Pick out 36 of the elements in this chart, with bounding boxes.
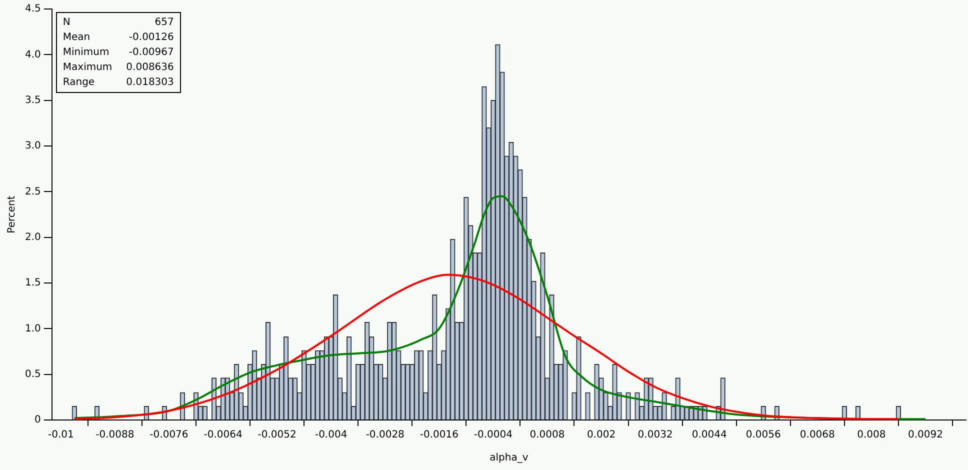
line-series [73,274,900,420]
y-tick-label: 2.5 [24,186,41,198]
x-tick-label: 0.0044 [692,430,727,441]
x-tick-label: -0.0028 [366,430,404,441]
line-series [73,195,926,420]
y-tick-label: 3.5 [24,94,41,106]
x-tick-label: -0.004 [314,430,348,441]
x-tick-label: 0.0056 [746,430,781,441]
x-tick-label: 0.0008 [530,430,565,441]
text: N 657 [62,17,174,28]
x-tick-label: 0.008 [857,430,886,441]
y-tick-label: 2.0 [24,232,41,243]
x-tick-label: 0.0032 [638,430,673,441]
y-tick-label: 1.5 [24,278,41,289]
text: Mean -0.00126 [62,32,174,43]
y-axis-title: Percent [6,196,18,234]
x-tick-label: -0.0064 [204,430,242,441]
x-tick-label: -0.0052 [258,430,296,441]
text: Range 0.018303 [62,77,174,88]
x-tick-label: -0.0076 [150,430,188,441]
y-tick-label: 4.5 [24,4,41,15]
y-tick-label: 4.0 [24,49,41,60]
x-tick-label: -0.0088 [96,430,134,441]
x-axis-title: alpha_v [490,452,528,464]
y-tick-label: 1.0 [24,323,41,334]
y-tick-label: 0 [34,414,41,426]
x-tick-label: -0.01 [48,430,74,441]
x-tick-label: 0.0068 [800,430,835,441]
text: Maximum 0.008636 [62,62,174,73]
x-tick-label: -0.0004 [474,430,512,441]
y-tick-label: 3.0 [24,140,41,152]
y-tick-label: 0.5 [24,368,41,380]
x-tick-label: 0.002 [586,430,616,441]
x-tick-label: 0.0092 [908,430,943,441]
x-tick-label: -0.0016 [420,430,458,441]
text: Minimum -0.00967 [62,47,174,58]
